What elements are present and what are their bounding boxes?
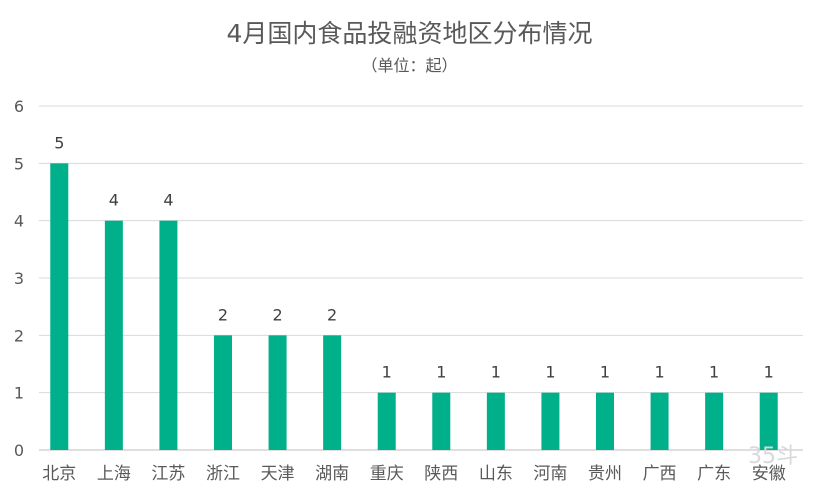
- x-tick-label: 重庆: [370, 464, 404, 484]
- data-label: 1: [545, 363, 555, 382]
- x-tick-label: 陕西: [424, 464, 458, 484]
- y-tick-label: 0: [14, 441, 24, 460]
- chart-title: 4月国内食品投融资地区分布情况: [226, 19, 593, 48]
- bar: [541, 392, 560, 450]
- x-tick-label: 江苏: [151, 464, 185, 484]
- data-label: 1: [654, 363, 664, 382]
- x-tick-label: 上海: [97, 464, 131, 484]
- y-tick-label: 3: [14, 269, 24, 288]
- bar: [486, 392, 505, 450]
- x-tick-label: 湖南: [315, 464, 349, 484]
- x-tick-label: 浙江: [206, 464, 240, 484]
- bar: [159, 220, 178, 450]
- data-label: 1: [436, 363, 446, 382]
- chart-subtitle: （单位：起）: [361, 56, 458, 75]
- x-tick-label: 山东: [479, 464, 513, 484]
- bar: [377, 392, 396, 450]
- data-label: 1: [382, 363, 392, 382]
- bar: [759, 392, 778, 450]
- data-label: 2: [272, 305, 282, 324]
- data-label: 2: [218, 305, 228, 324]
- bar: [705, 392, 724, 450]
- y-tick-label: 2: [14, 326, 24, 345]
- y-tick-label: 4: [14, 212, 24, 231]
- bar: [104, 220, 123, 450]
- data-label: 4: [163, 191, 173, 210]
- y-tick-label: 5: [14, 154, 24, 173]
- data-label: 1: [491, 363, 501, 382]
- x-tick-label: 河南: [533, 464, 567, 484]
- data-label: 5: [54, 133, 64, 152]
- y-tick-label: 1: [14, 384, 24, 403]
- x-tick-label: 安徽: [752, 464, 786, 484]
- x-tick-label: 北京: [42, 464, 76, 484]
- x-tick-label: 天津: [261, 464, 295, 484]
- data-label: 1: [764, 363, 774, 382]
- x-tick-label: 贵州: [588, 464, 622, 484]
- x-tick-label: 广东: [697, 464, 731, 484]
- data-label: 1: [600, 363, 610, 382]
- data-label: 1: [709, 363, 719, 382]
- bar: [596, 392, 614, 450]
- data-label: 4: [109, 191, 119, 210]
- y-tick-label: 6: [14, 97, 24, 116]
- data-label: 2: [327, 305, 337, 324]
- bar: [50, 163, 69, 451]
- watermark-logo: 35斗: [748, 444, 798, 469]
- bar: [214, 335, 232, 450]
- bar: [268, 335, 287, 450]
- x-tick-label: 广西: [643, 464, 677, 484]
- bar: [323, 335, 342, 450]
- bar: [650, 392, 669, 450]
- bar: [432, 392, 451, 450]
